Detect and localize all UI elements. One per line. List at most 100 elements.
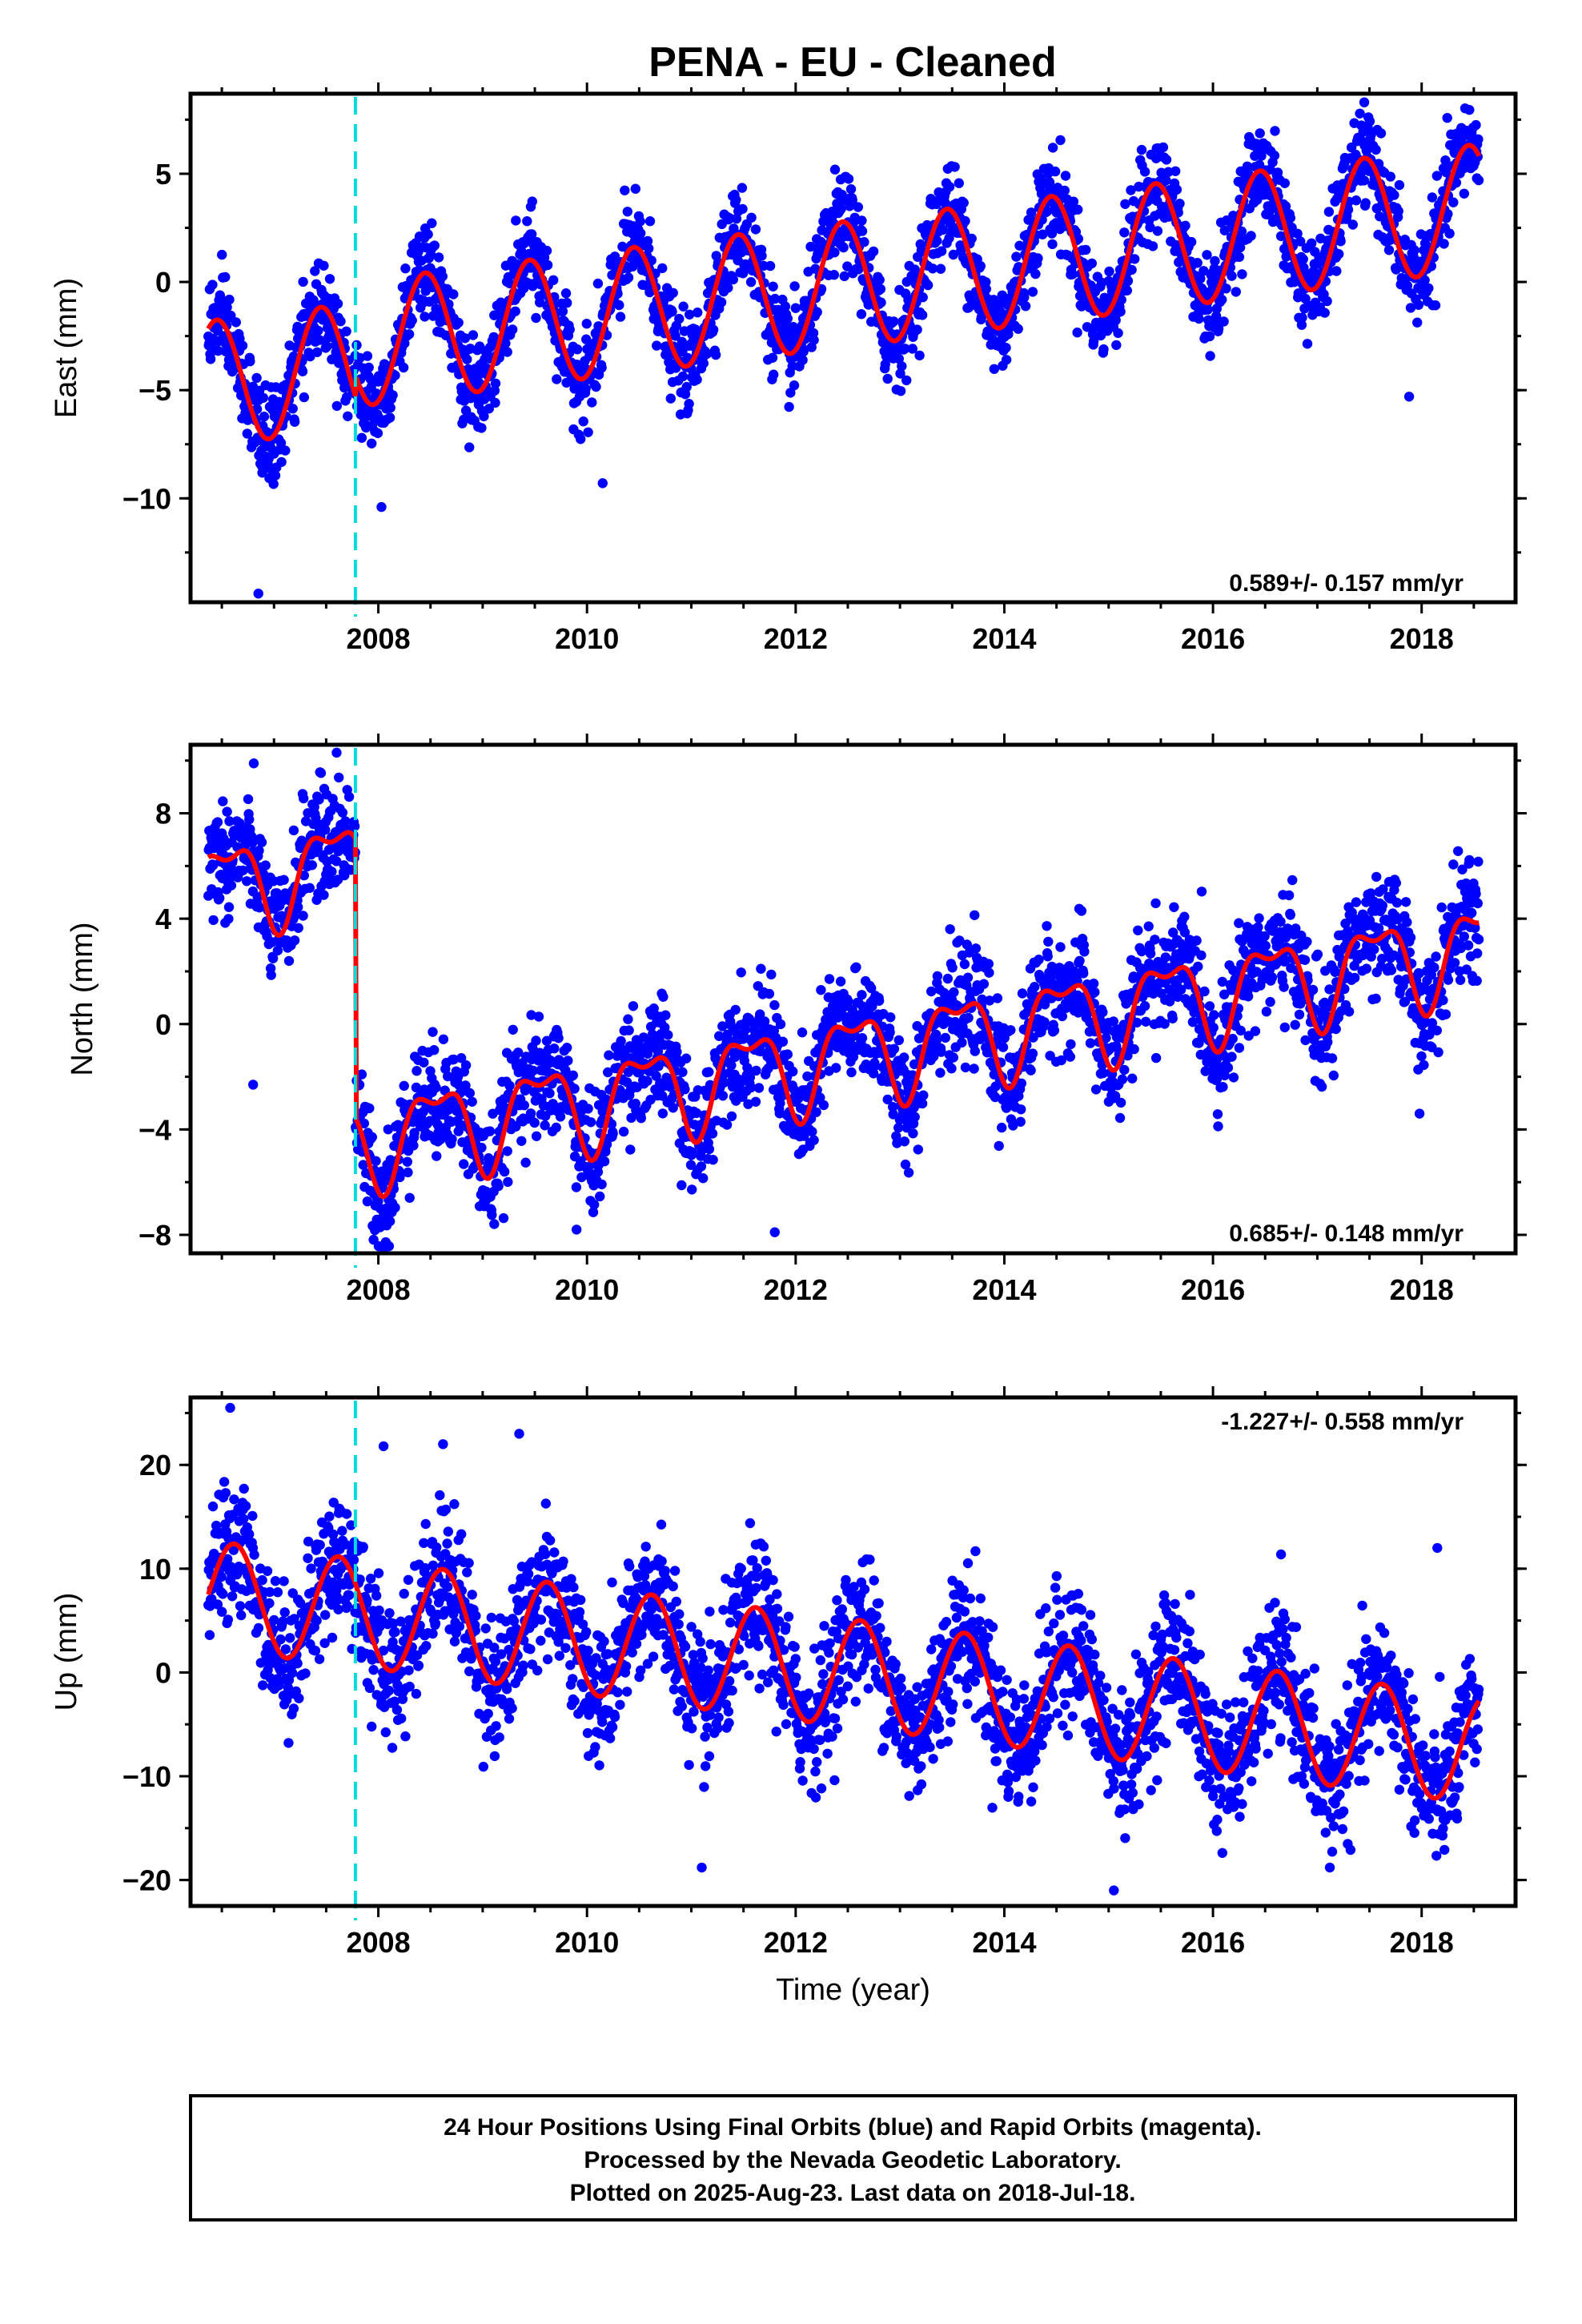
data-point bbox=[935, 1068, 946, 1078]
data-point bbox=[831, 1063, 841, 1073]
x-tick-label: 2010 bbox=[555, 622, 619, 655]
data-point bbox=[529, 1117, 540, 1128]
data-point bbox=[944, 182, 955, 192]
data-point bbox=[926, 986, 937, 997]
data-point bbox=[531, 1131, 542, 1142]
data-point bbox=[636, 1113, 646, 1124]
data-point bbox=[687, 1147, 697, 1157]
data-point bbox=[456, 1053, 467, 1063]
data-point bbox=[1423, 283, 1434, 294]
data-point bbox=[223, 902, 235, 912]
data-point bbox=[1409, 245, 1419, 255]
data-point bbox=[1227, 271, 1237, 281]
data-point bbox=[508, 324, 518, 335]
data-point bbox=[1088, 979, 1099, 989]
data-point bbox=[1204, 1001, 1215, 1011]
data-point bbox=[272, 945, 283, 956]
data-point bbox=[384, 1216, 396, 1227]
data-point bbox=[500, 338, 511, 348]
data-point bbox=[917, 310, 928, 320]
data-point bbox=[1413, 300, 1424, 310]
data-point bbox=[698, 1173, 709, 1184]
data-point bbox=[793, 1093, 804, 1104]
data-point bbox=[1431, 171, 1443, 181]
data-point bbox=[383, 1240, 395, 1252]
data-point bbox=[824, 974, 835, 984]
data-point bbox=[1221, 283, 1231, 294]
data-point bbox=[799, 1131, 809, 1141]
data-point bbox=[859, 237, 869, 247]
data-point bbox=[936, 1047, 946, 1057]
data-point bbox=[1039, 1017, 1050, 1027]
data-point bbox=[268, 479, 279, 489]
data-point bbox=[259, 412, 270, 422]
data-point bbox=[789, 281, 800, 292]
data-point bbox=[618, 1126, 629, 1137]
data-point bbox=[484, 1126, 496, 1136]
data-point bbox=[1046, 228, 1058, 239]
data-point bbox=[990, 1092, 1001, 1103]
data-point bbox=[429, 240, 440, 251]
data-point bbox=[429, 1045, 440, 1055]
data-point bbox=[1072, 328, 1082, 338]
data-point bbox=[882, 373, 893, 384]
data-point bbox=[276, 456, 287, 468]
data-point bbox=[626, 1112, 636, 1124]
data-point bbox=[657, 263, 668, 274]
data-point bbox=[708, 324, 719, 335]
data-point bbox=[745, 1082, 757, 1093]
data-point bbox=[1042, 206, 1053, 217]
data-point bbox=[503, 1176, 513, 1188]
data-point bbox=[355, 352, 365, 364]
data-point bbox=[1129, 1043, 1139, 1055]
data-point bbox=[1033, 253, 1043, 263]
data-point bbox=[789, 1085, 800, 1096]
data-point bbox=[780, 301, 791, 312]
data-point bbox=[603, 1067, 613, 1078]
data-point bbox=[1218, 1082, 1228, 1092]
data-point bbox=[1179, 911, 1190, 922]
data-point bbox=[994, 299, 1006, 309]
data-point bbox=[398, 362, 409, 373]
data-point bbox=[836, 203, 846, 214]
data-point bbox=[1412, 317, 1423, 328]
data-point bbox=[1471, 119, 1481, 131]
data-point bbox=[431, 1082, 441, 1093]
data-point bbox=[332, 299, 343, 309]
data-point bbox=[1393, 206, 1403, 216]
data-point bbox=[362, 1196, 373, 1207]
data-point bbox=[1104, 266, 1114, 277]
data-point bbox=[1030, 268, 1041, 279]
data-point bbox=[510, 306, 520, 316]
data-point bbox=[1270, 126, 1280, 136]
data-point bbox=[527, 196, 537, 207]
data-point bbox=[438, 1034, 449, 1045]
data-point bbox=[888, 1109, 898, 1120]
data-point bbox=[365, 374, 376, 384]
data-point bbox=[1167, 1013, 1178, 1024]
data-point bbox=[685, 309, 695, 320]
data-point bbox=[476, 1142, 487, 1153]
data-point bbox=[542, 259, 553, 271]
data-point bbox=[895, 368, 905, 379]
data-point bbox=[535, 297, 545, 308]
data-point bbox=[895, 386, 906, 396]
data-point bbox=[885, 1012, 896, 1023]
data-point bbox=[1108, 1016, 1119, 1027]
data-point bbox=[1073, 204, 1083, 215]
data-point bbox=[728, 274, 738, 285]
data-point bbox=[708, 1155, 718, 1165]
data-point bbox=[468, 330, 479, 340]
data-point bbox=[1464, 105, 1475, 115]
data-point bbox=[829, 247, 840, 258]
data-point bbox=[254, 903, 265, 913]
data-point bbox=[768, 281, 778, 292]
data-point bbox=[693, 308, 703, 318]
data-point bbox=[714, 1031, 725, 1041]
data-point bbox=[298, 911, 308, 921]
data-point bbox=[1189, 1007, 1199, 1018]
data-point bbox=[1307, 238, 1317, 248]
data-point bbox=[226, 880, 237, 891]
data-point bbox=[802, 1071, 813, 1082]
data-point bbox=[1117, 1074, 1128, 1084]
